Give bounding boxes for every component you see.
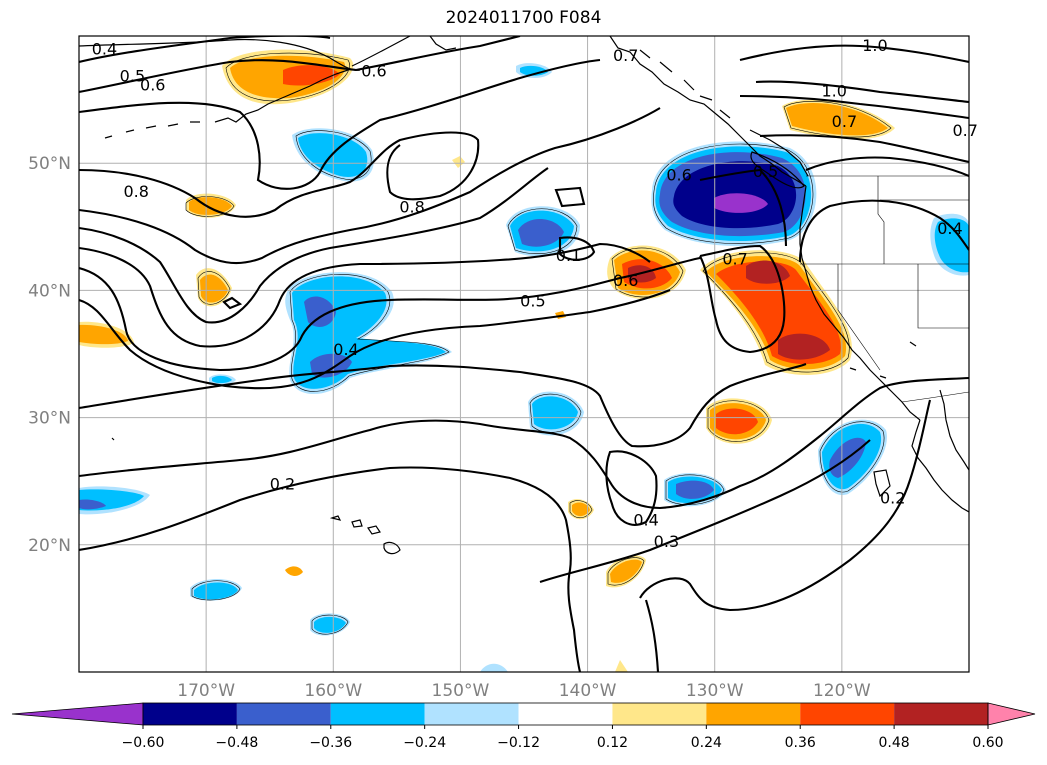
- contour-label-8: 0.7: [952, 121, 977, 140]
- lat-tick-label-1: 40°N: [28, 281, 71, 301]
- colorbar-tick-label-0: −0.60: [122, 735, 165, 751]
- colorbar-tick-label-6: 0.24: [691, 735, 722, 751]
- contour-label-19: 0.2: [270, 475, 295, 494]
- colorbar-tick-label-8: 0.48: [879, 735, 910, 751]
- contour-label-14: 0.6: [613, 271, 638, 290]
- contour-label-4: 0.7: [613, 46, 638, 65]
- contour-label-3: 0.6: [361, 61, 386, 80]
- contour-label-17: 0.5: [520, 292, 545, 311]
- lon-tick-label-4: 130°W: [686, 681, 744, 701]
- coastlines: [79, 36, 969, 555]
- contour-label-15: 0.7: [722, 250, 747, 269]
- contour-label-2: 0.6: [140, 75, 165, 94]
- lat-tick-label-3: 20°N: [28, 536, 71, 556]
- colorbar-tick-label-4: −0.12: [497, 735, 540, 751]
- colorbar-segment-1: [236, 703, 331, 725]
- axis-labels: 170°W 160°W 150°W 140°W 130°W 120°W 50°N 40°N 30…: [28, 154, 871, 701]
- contour-label-9: 0.8: [123, 182, 148, 201]
- lon-tick-label-3: 140°W: [559, 681, 617, 701]
- map-title: 2024011700 F084: [445, 8, 602, 28]
- borders: [800, 175, 969, 403]
- contour-lines: [79, 36, 969, 672]
- colorbar-segment-8: [894, 703, 988, 725]
- lon-tick-label-5: 120°W: [813, 681, 871, 701]
- contour-label-21: 0.3: [654, 532, 679, 551]
- contour-label-10: 0.8: [399, 197, 424, 216]
- colorbar-extend-low: [11, 702, 144, 726]
- colorbar-frame: [142, 702, 989, 726]
- lat-tick-label-2: 30°N: [28, 409, 71, 429]
- contour-label-13: 0.1: [556, 246, 581, 265]
- colorbar-tick-label-5: 0.12: [597, 735, 628, 751]
- contour-label-7: 0.7: [832, 112, 857, 131]
- colorbar-tick-label-2: −0.36: [309, 735, 352, 751]
- colorbar-extend-high: [987, 702, 1036, 726]
- contour-label-1: 0.5: [120, 66, 145, 85]
- lon-tick-label-0: 170°W: [177, 681, 235, 701]
- colorbar-tick-label-9: 0.60: [972, 735, 1003, 751]
- contour-label-12: 0.5: [753, 162, 778, 181]
- colorbar-segment-6: [706, 703, 801, 725]
- colorbar-tick-label-3: −0.24: [403, 735, 446, 751]
- lon-tick-label-1: 160°W: [304, 681, 362, 701]
- colorbar-segment-4: [518, 703, 613, 725]
- lon-tick-label-2: 150°W: [432, 681, 490, 701]
- contour-label-16: 0.4: [937, 219, 962, 238]
- contour-label-22: 0.2: [880, 489, 905, 508]
- contour-label-0: 0.4: [92, 40, 117, 59]
- contour-label-11: 0.6: [666, 166, 691, 185]
- contour-label-5: 1.0: [862, 36, 887, 55]
- colorbar-segment-3: [424, 703, 519, 725]
- colorbar-segment-2: [330, 703, 425, 725]
- colorbar-tick-label-1: −0.48: [215, 735, 258, 751]
- lat-tick-label-0: 50°N: [28, 154, 71, 174]
- colorbar-segment-0: [143, 703, 237, 725]
- colorbar: −0.60 −0.48 −0.36 −0.24 −0.12 0.12 0.24 0.36 0.4…: [11, 702, 1036, 751]
- colorbar-segment-5: [612, 703, 707, 725]
- contour-label-20: 0.4: [633, 510, 658, 529]
- colorbar-segment-7: [800, 703, 895, 725]
- anomaly-shading: [79, 49, 969, 672]
- contour-labels: 0.40.50.60.60.71.01.00.7 0.70.80.80.6 0.50…: [92, 36, 978, 551]
- colorbar-tick-label-7: 0.36: [785, 735, 816, 751]
- contour-label-6: 1.0: [822, 82, 847, 101]
- map-frame: [78, 35, 970, 673]
- contour-label-18: 0.4: [333, 340, 358, 359]
